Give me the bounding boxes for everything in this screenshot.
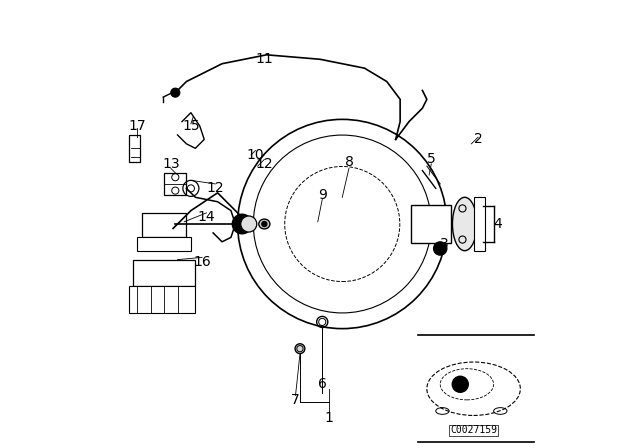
Text: 17: 17 [129,119,147,133]
Circle shape [171,88,180,97]
Text: 5: 5 [427,152,436,167]
Text: C0027159: C0027159 [450,426,497,435]
Circle shape [262,221,267,227]
Ellipse shape [295,344,305,353]
Text: 16: 16 [193,255,211,269]
Text: 1: 1 [324,411,333,425]
Circle shape [452,376,468,392]
Circle shape [232,214,252,234]
Text: 10: 10 [246,148,264,162]
Bar [164,173,186,195]
Text: 14: 14 [198,210,215,224]
Bar [129,135,140,162]
Ellipse shape [259,219,270,229]
Text: 15: 15 [182,119,200,133]
Text: 3: 3 [440,237,449,251]
Bar [142,213,186,237]
Text: 12: 12 [255,157,273,171]
Bar [412,205,451,243]
Text: 13: 13 [162,157,180,171]
Text: 8: 8 [344,155,353,168]
Text: 12: 12 [207,181,224,195]
Bar [474,197,484,251]
Text: 7: 7 [291,393,300,407]
Bar [129,286,195,313]
Ellipse shape [452,197,477,251]
Circle shape [241,216,257,232]
Circle shape [433,242,447,255]
Text: 9: 9 [318,188,326,202]
Text: 6: 6 [318,377,326,391]
Text: 4: 4 [493,217,502,231]
Bar [133,260,195,286]
Text: 2: 2 [474,133,483,146]
Bar [138,237,191,251]
Text: 11: 11 [255,52,273,66]
